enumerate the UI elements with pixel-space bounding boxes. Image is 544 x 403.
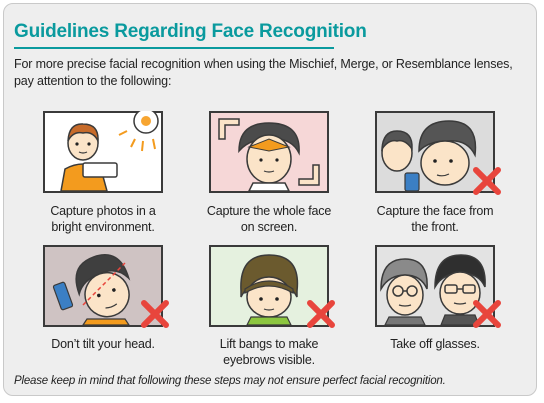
tip-caption-whole-face: Capture the whole face on screen. (206, 204, 332, 234)
glasses-icon (375, 245, 495, 327)
intro-text: For more precise facial recognition when… (14, 57, 513, 88)
tip-caption-dont-tilt: Don’t tilt your head. (51, 337, 155, 351)
cross-icon (473, 167, 501, 195)
tip-tile-bright-environment (43, 111, 163, 193)
guidelines-card (3, 3, 537, 396)
tilted-head-icon (43, 245, 163, 327)
tip-tile-face-front (375, 111, 495, 193)
bangs-covering-eyebrows-icon (209, 245, 329, 327)
tip-caption-lift-bangs: Lift bangs to make eyebrows visible. (219, 337, 319, 367)
tip-caption-bright-environment: Capture photos in a bright environment. (50, 204, 156, 234)
title-underline (14, 47, 334, 49)
tip-tile-dont-tilt (43, 245, 163, 327)
cross-icon (473, 300, 501, 328)
page-title: Guidelines Regarding Face Recognition (14, 21, 367, 42)
tip-caption-face-front: Capture the face from the front. (376, 204, 494, 234)
cross-icon (141, 300, 169, 328)
bright-light-icon (43, 111, 163, 193)
cross-icon (307, 300, 335, 328)
side-view-face-icon (375, 111, 495, 193)
tip-caption-take-off-glasses: Take off glasses. (390, 337, 480, 351)
disclaimer-footnote: Please keep in mind that following these… (14, 375, 446, 387)
tip-tile-take-off-glasses (375, 245, 495, 327)
whole-face-frame-icon (209, 111, 329, 193)
tip-tile-lift-bangs (209, 245, 329, 327)
tip-tile-whole-face (209, 111, 329, 193)
